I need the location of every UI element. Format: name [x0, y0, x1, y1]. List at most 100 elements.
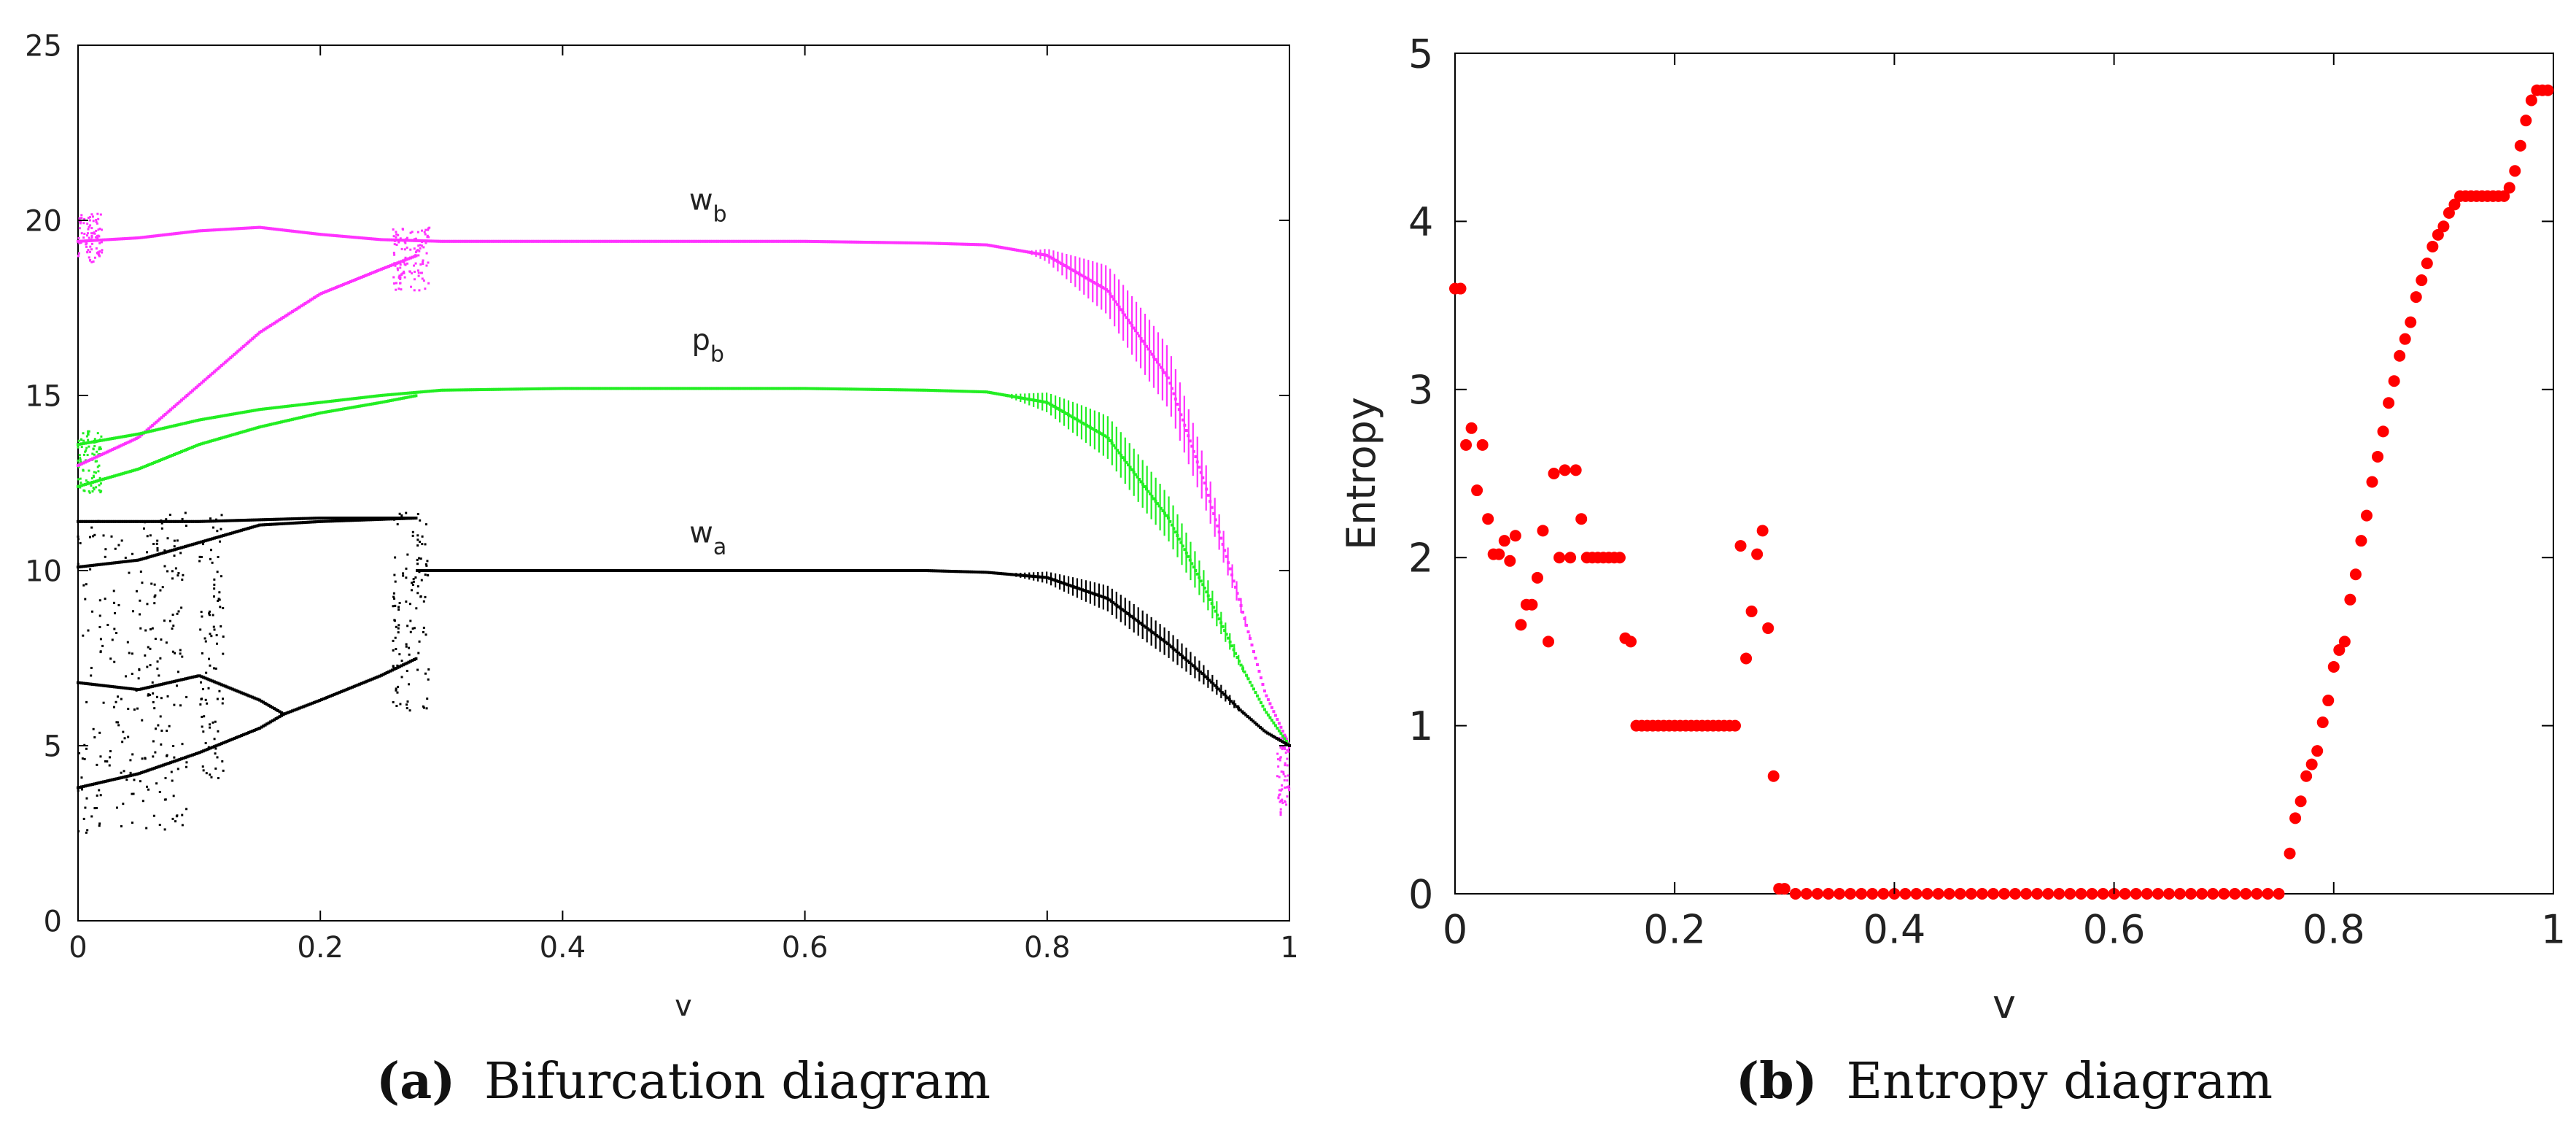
branch-point: [171, 760, 174, 764]
branch-point: [312, 700, 316, 704]
band-point: [397, 269, 400, 271]
branch-point: [147, 555, 151, 559]
branch-point: [169, 549, 173, 552]
branch-point: [843, 240, 847, 244]
branch-point: [125, 441, 129, 444]
band-point: [131, 792, 133, 795]
branch-point: [893, 569, 897, 572]
branch-point: [888, 388, 892, 392]
branch-point: [144, 519, 147, 523]
band-point: [1286, 749, 1289, 752]
branch-point: [201, 441, 205, 445]
band-point: [104, 555, 106, 558]
branch-point: [200, 750, 203, 754]
branch-point: [764, 569, 768, 572]
band-point: [166, 695, 169, 698]
branch-point: [872, 387, 876, 391]
branch-point: [955, 242, 959, 246]
band-point: [89, 258, 92, 261]
branch-point: [712, 569, 715, 572]
band-point: [98, 489, 101, 492]
y-tick-label: 5: [1408, 31, 1433, 77]
branch-point: [245, 693, 249, 697]
branch-point: [225, 435, 229, 439]
branch-point: [400, 239, 403, 242]
branch-point: [703, 239, 707, 243]
branch-point: [570, 569, 573, 572]
branch-point: [598, 239, 602, 243]
band-point: [220, 514, 223, 517]
branch-point: [207, 538, 211, 541]
branch-point: [118, 237, 122, 241]
branch-point: [207, 417, 211, 420]
branch-point: [623, 387, 626, 390]
branch-point: [802, 569, 806, 572]
band-point: [414, 576, 417, 579]
branch-point: [670, 239, 674, 243]
band-point: [1285, 786, 1288, 789]
branch-point: [1059, 409, 1063, 412]
branch-point: [145, 556, 149, 560]
branch-point: [285, 228, 289, 232]
branch-point: [374, 394, 378, 398]
branch-point: [298, 230, 301, 233]
band-point: [412, 578, 415, 581]
branch-point: [650, 569, 653, 572]
band-point: [83, 232, 86, 235]
branch-point: [218, 366, 222, 369]
branch-point: [185, 755, 189, 759]
band-point: [172, 625, 175, 627]
branch-point: [1219, 536, 1223, 540]
branch-point: [236, 349, 240, 353]
branch-point: [395, 517, 398, 521]
branch-point: [330, 519, 334, 523]
branch-point: [637, 239, 641, 243]
branch-point: [236, 530, 240, 533]
branch-point: [610, 569, 613, 572]
branch-point: [83, 519, 87, 523]
branch-point: [185, 544, 189, 548]
band-point: [416, 249, 419, 252]
branch-point: [151, 429, 155, 433]
branch-point: [1190, 444, 1194, 448]
branch-point: [1068, 584, 1071, 587]
branch-point: [713, 387, 716, 390]
branch-point: [298, 517, 301, 520]
band-point: [393, 253, 396, 256]
branch-point: [545, 387, 548, 390]
branch-point: [1125, 460, 1128, 464]
branch-point: [163, 762, 167, 766]
branch-point: [365, 517, 369, 519]
band-point: [406, 625, 409, 627]
branch-point: [267, 227, 271, 231]
branch-point: [136, 558, 140, 562]
branch-point: [444, 569, 448, 572]
bifurcation-chaotic-bands: [77, 212, 1291, 834]
branch-point: [472, 569, 476, 572]
band-point: [222, 652, 225, 655]
band-point: [95, 471, 98, 474]
branch-p_b: [77, 394, 418, 488]
band-point: [213, 738, 216, 741]
branch-point: [974, 390, 977, 393]
band-point: [96, 252, 99, 255]
branch-point: [1199, 579, 1203, 583]
branch-point: [365, 236, 369, 240]
branch-point: [569, 387, 573, 390]
branch-point: [732, 569, 735, 572]
band-point: [411, 627, 414, 630]
branch-point: [706, 569, 710, 572]
branch-point: [569, 239, 573, 243]
band-point: [98, 476, 101, 479]
branch-point: [523, 239, 527, 243]
band-point: [163, 619, 166, 622]
band-point: [215, 634, 218, 637]
branch-point: [407, 395, 411, 399]
branch-point: [600, 387, 603, 390]
chaotic-band: [392, 511, 430, 712]
band-point: [395, 689, 397, 692]
branch-point: [85, 564, 89, 568]
branch-point: [260, 700, 263, 703]
band-point: [1280, 770, 1283, 773]
branch-point: [182, 757, 185, 760]
